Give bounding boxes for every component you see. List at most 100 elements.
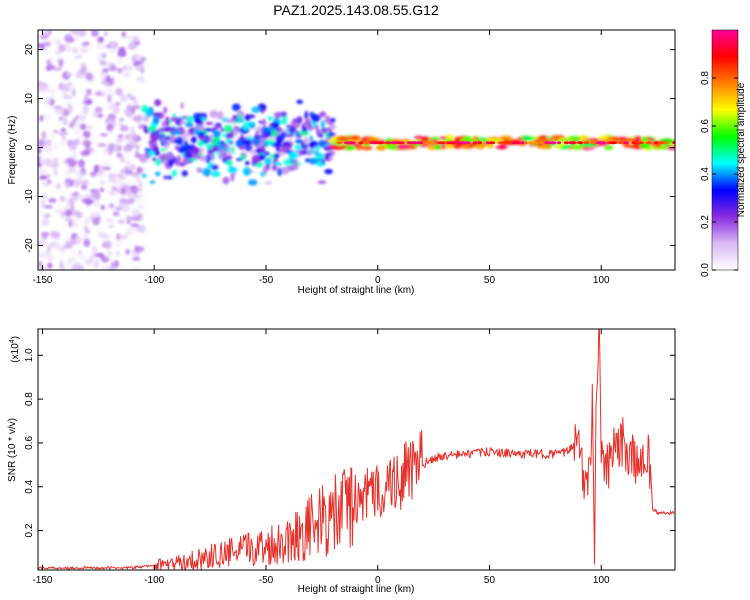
spectrogram-cell xyxy=(137,205,145,210)
spectrogram-band-cell xyxy=(375,141,385,145)
spectrogram-cell xyxy=(317,180,327,184)
spectrogram-cell xyxy=(60,247,66,254)
spectrogram-cell xyxy=(119,93,128,103)
spectrogram-cell xyxy=(325,131,330,140)
spectrogram-cell xyxy=(361,145,373,151)
spectrogram-cell xyxy=(120,187,127,196)
spectrogram-cell xyxy=(135,176,141,183)
spectrogram-cell xyxy=(136,224,146,234)
spectrogram-cell xyxy=(97,58,102,62)
spectrogram-band-cell xyxy=(523,141,528,145)
spectrogram-ylabel: Frequency (Hz) xyxy=(7,116,18,185)
y-tick-label: -20 xyxy=(24,238,35,253)
spectrogram-cell xyxy=(339,136,349,140)
spectrogram-cell xyxy=(225,159,233,166)
spectrogram-cell xyxy=(292,118,297,122)
spectrogram-cell xyxy=(100,265,110,270)
spectrogram-cell xyxy=(185,122,192,128)
spectrogram-cell xyxy=(40,199,46,209)
spectrogram-cell xyxy=(79,62,87,68)
spectrogram-cell xyxy=(118,117,125,122)
spectrogram-cell xyxy=(47,174,51,178)
spectrogram-cell xyxy=(179,120,186,125)
spectrogram-cell xyxy=(213,124,220,130)
spectrogram-cell xyxy=(105,218,115,223)
spectrogram-cell xyxy=(212,130,222,136)
spectrogram-cell xyxy=(211,141,217,146)
spectrogram-cell xyxy=(131,267,142,270)
spectrogram-cell xyxy=(128,87,136,95)
spectrogram-cell xyxy=(69,30,79,33)
spectrogram-cell xyxy=(538,144,552,149)
spectrogram-cell xyxy=(108,189,117,196)
spectrogram-cell xyxy=(152,115,160,125)
spectrogram-band-cell xyxy=(395,141,405,145)
spectrogram-cell xyxy=(82,139,92,148)
spectrogram-cell xyxy=(86,257,91,267)
spectrogram-cell xyxy=(135,76,144,82)
spectrogram-cell xyxy=(65,208,72,217)
spectrogram-cell xyxy=(88,45,93,53)
colorbar-tick-label: 0.2 xyxy=(700,215,711,229)
spectrogram-cell xyxy=(117,49,127,58)
spectrogram-cell xyxy=(161,147,166,152)
spectrogram-cell xyxy=(288,151,299,160)
spectrogram-cell xyxy=(314,151,319,155)
spectrogram-band-cell xyxy=(520,141,525,145)
spectrogram-cell xyxy=(67,167,77,174)
spectrogram-cell xyxy=(201,139,209,144)
spectrogram-cell xyxy=(318,130,324,135)
spectrogram-cell xyxy=(164,136,171,141)
spectrogram-cell xyxy=(242,121,249,131)
spectrogram-cell xyxy=(93,164,100,174)
spectrogram-cell xyxy=(126,103,133,112)
spectrogram-band-cell xyxy=(511,141,521,145)
spectrogram-cell xyxy=(267,115,273,122)
y-tick-label: 20 xyxy=(24,44,35,56)
spectrogram-cell xyxy=(324,168,333,175)
spectrogram-cell xyxy=(45,46,52,54)
spectrogram-cell xyxy=(130,223,140,228)
spectrogram-cell xyxy=(52,157,59,166)
spectrogram-cell xyxy=(123,233,128,240)
spectrogram-cell xyxy=(135,57,142,61)
spectrogram-cell xyxy=(54,187,64,192)
spectrogram-cell xyxy=(274,162,282,166)
spectrogram-cell xyxy=(224,152,227,159)
spectrogram-cell xyxy=(116,186,122,194)
snr-scale-label: (x104) xyxy=(9,336,21,363)
spectrogram-cell xyxy=(72,88,76,97)
spectrogram-cell xyxy=(52,136,58,141)
spectrogram-band-cell xyxy=(623,141,629,145)
spectrogram-cell xyxy=(274,153,280,159)
spectrogram-cell xyxy=(149,133,160,141)
spectrogram-cell xyxy=(119,202,130,212)
spectrogram-cell xyxy=(138,180,143,189)
spectrogram-cell xyxy=(216,111,224,120)
spectrogram-cell xyxy=(344,145,356,151)
spectrogram-cell xyxy=(89,255,93,264)
spectrogram-cell xyxy=(58,117,64,121)
spectrogram-cell xyxy=(120,168,126,175)
spectrogram-cell xyxy=(176,155,182,163)
spectrogram-cell xyxy=(162,127,173,132)
spectrogram-cell xyxy=(307,125,314,131)
snr-y-ticks: 0.2 0.4 0.6 0.8 1.0 xyxy=(24,348,675,538)
spectrogram-cell xyxy=(261,126,269,134)
spectrogram-cell xyxy=(244,145,252,149)
spectrogram-cell xyxy=(60,84,69,92)
spectrogram-cell xyxy=(172,130,182,135)
spectrogram-blobs xyxy=(38,30,675,270)
spectrogram-cell xyxy=(135,64,145,72)
spectrogram-cell xyxy=(41,131,47,140)
spectrogram-cell xyxy=(38,84,45,92)
spectrogram-cell xyxy=(261,109,265,114)
spectrogram-cell xyxy=(247,179,258,186)
spectrogram-cell xyxy=(350,136,360,141)
spectrogram-cell xyxy=(294,144,301,151)
spectrogram-cell xyxy=(66,199,71,208)
spectrogram-cell xyxy=(45,30,50,35)
spectrogram-cell xyxy=(165,119,170,127)
spectrogram-cell xyxy=(154,171,161,177)
